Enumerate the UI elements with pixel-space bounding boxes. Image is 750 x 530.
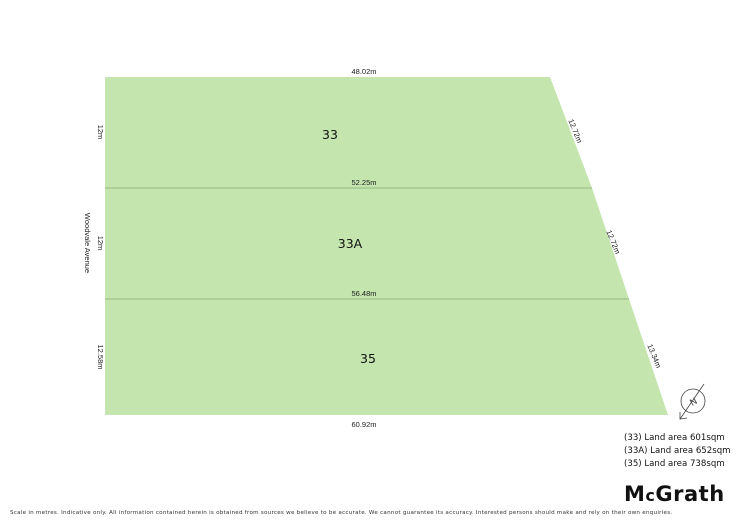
- disclaimer: Scale in metres. Indicative only. All in…: [10, 510, 673, 516]
- area-legend: (33) Land area 601sqm (33A) Land area 65…: [624, 432, 731, 471]
- legend-area-35: (35) Land area 738sqm: [624, 459, 725, 469]
- dim-top-33a: 52.25m: [351, 178, 376, 187]
- lot-label-33: 33: [322, 127, 338, 142]
- mcgrath-logo: McGrath: [624, 482, 725, 506]
- dim-top-33: 48.02m: [351, 67, 376, 76]
- dim-frontage-33: 12m: [96, 125, 105, 140]
- legend-area-33: (33) Land area 601sqm: [624, 433, 725, 443]
- dim-frontage-35: 12.58m: [96, 344, 105, 369]
- logo-rest: Grath: [655, 482, 725, 506]
- dim-bottom: 60.92m: [351, 420, 376, 429]
- dim-top-35: 56.48m: [351, 289, 376, 298]
- logo-c: c: [645, 486, 656, 505]
- north-label: N: [689, 397, 700, 409]
- lot-35-parcel: [105, 299, 668, 415]
- lot-33-parcel: [105, 77, 592, 188]
- lot-label-35: 35: [360, 351, 376, 366]
- lot-label-33a: 33A: [338, 236, 363, 251]
- lot-33a-parcel: [105, 188, 629, 299]
- legend-area-33a: (33A) Land area 652sqm: [624, 446, 731, 456]
- dim-frontage-33a: 12m: [96, 236, 105, 251]
- logo-m: M: [624, 482, 646, 506]
- north-arrow-icon: N: [679, 383, 706, 420]
- street-name: Woodvale Avenue: [83, 213, 92, 273]
